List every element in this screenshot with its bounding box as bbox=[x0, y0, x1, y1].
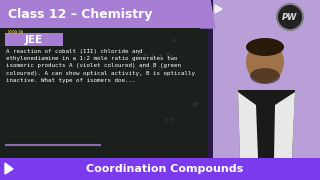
Text: Coordination Compounds: Coordination Compounds bbox=[86, 164, 244, 174]
Circle shape bbox=[277, 4, 303, 30]
Text: Class 12 – Chemistry: Class 12 – Chemistry bbox=[8, 8, 152, 21]
Polygon shape bbox=[200, 0, 215, 28]
Bar bbox=[213, 0, 320, 158]
Polygon shape bbox=[5, 163, 13, 174]
Ellipse shape bbox=[246, 41, 284, 83]
Polygon shape bbox=[238, 92, 258, 158]
Text: A reaction of cobalt (III) chloride and
ethylenediamine in a 1:2 mole ratio gene: A reaction of cobalt (III) chloride and … bbox=[6, 49, 195, 83]
Text: JEE: JEE bbox=[25, 35, 43, 44]
Polygon shape bbox=[238, 90, 295, 158]
Ellipse shape bbox=[250, 68, 280, 84]
Text: A₂: A₂ bbox=[172, 37, 178, 42]
Bar bbox=[0, 158, 320, 180]
Text: PW: PW bbox=[282, 12, 298, 21]
Text: To = 273.15: To = 273.15 bbox=[132, 66, 164, 71]
Text: P₁: P₁ bbox=[87, 48, 93, 53]
Text: 3.8: 3.8 bbox=[163, 118, 173, 123]
Polygon shape bbox=[274, 92, 295, 158]
Text: W: W bbox=[193, 102, 197, 108]
Ellipse shape bbox=[246, 38, 284, 56]
Text: T = t + T₀: T = t + T₀ bbox=[136, 53, 174, 57]
Bar bbox=[208, 0, 213, 158]
Polygon shape bbox=[215, 5, 222, 13]
Bar bbox=[0, 0, 205, 28]
Text: »»»: »»» bbox=[6, 27, 24, 37]
Bar bbox=[5, 33, 63, 46]
